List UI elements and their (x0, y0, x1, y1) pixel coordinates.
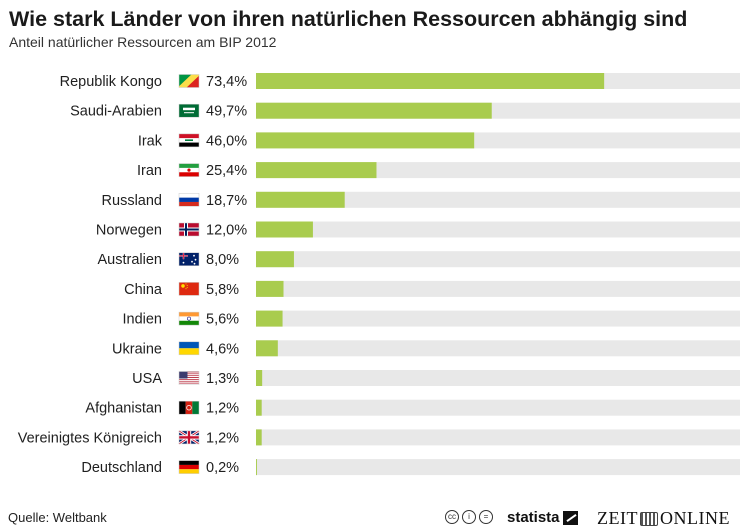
value-label: 18,7% (206, 193, 247, 209)
bar (256, 429, 262, 446)
category-label: Republik Kongo (60, 74, 162, 90)
flag-saudi-arabia-icon (178, 103, 200, 118)
zeit-wordmark: ZEIT (597, 508, 638, 528)
flag-ukraine-icon (178, 341, 200, 356)
bar (256, 162, 377, 179)
bar-track (256, 459, 740, 476)
bar (256, 102, 492, 119)
category-label: Vereinigtes Königreich (18, 430, 162, 446)
bar-track (256, 191, 740, 208)
zeit-eagle-icon (639, 511, 658, 526)
bar (256, 251, 294, 268)
flag-norway-icon (178, 222, 200, 237)
bar-track (256, 310, 740, 327)
license-icons: cc i = (445, 510, 493, 524)
flag-germany-icon (178, 460, 200, 474)
flag-congo-icon (178, 74, 200, 88)
value-label: 1,2% (206, 401, 239, 417)
value-label: 12,0% (206, 223, 247, 239)
category-label: Afghanistan (85, 401, 162, 417)
flag-uk-icon (178, 429, 200, 445)
category-label: China (124, 282, 163, 298)
statista-wordmark: statista (507, 509, 560, 526)
flag-iran-icon (178, 163, 200, 177)
category-label: Irak (138, 133, 163, 149)
bar-track (256, 399, 740, 416)
value-label: 1,3% (206, 371, 239, 387)
category-label: USA (132, 371, 162, 387)
value-label: 46,0% (206, 133, 247, 149)
category-label: Norwegen (96, 223, 162, 239)
flag-usa-icon (178, 371, 200, 385)
source-note: Quelle: Weltbank (8, 510, 107, 525)
bar (256, 370, 263, 386)
value-label: 4,6% (206, 341, 239, 357)
value-label: 49,7% (206, 104, 247, 120)
bar-track (256, 429, 740, 446)
category-label: Iran (137, 163, 162, 179)
value-label: 5,6% (206, 312, 239, 328)
bar-track (256, 162, 740, 179)
bar (256, 132, 475, 149)
statista-logo: statista (507, 509, 578, 526)
bar-track (256, 340, 740, 357)
nd-icon: = (479, 510, 493, 524)
bar (256, 221, 313, 238)
category-label: Indien (122, 312, 162, 328)
statista-mark-icon (562, 510, 578, 525)
flag-iraq-icon (178, 133, 200, 148)
chart-subtitle: Anteil natürlicher Ressourcen am BIP 201… (9, 34, 277, 50)
bar (256, 399, 262, 416)
category-label: Russland (102, 193, 162, 209)
category-label: Australien (98, 252, 162, 268)
flag-india-icon (178, 311, 200, 326)
online-wordmark: ONLINE (659, 508, 730, 528)
bar (256, 73, 605, 89)
bar (256, 191, 345, 208)
flag-afghanistan-icon (178, 400, 200, 415)
flag-australia-icon (178, 252, 200, 266)
value-label: 0,2% (206, 460, 239, 476)
bar (256, 459, 257, 476)
flag-china-icon (178, 282, 200, 296)
category-label: Saudi-Arabien (70, 104, 162, 120)
category-label: Deutschland (81, 460, 162, 476)
value-label: 1,2% (206, 430, 239, 446)
value-label: 25,4% (206, 163, 247, 179)
bar (256, 280, 284, 297)
category-label: Ukraine (112, 341, 162, 357)
bar-track (256, 370, 740, 386)
value-label: 73,4% (206, 74, 247, 90)
value-label: 5,8% (206, 282, 239, 298)
bar (256, 340, 278, 357)
flag-russia-icon (178, 193, 200, 207)
bar-track (256, 251, 740, 268)
bar-track (256, 221, 740, 238)
chart-title: Wie stark Länder von ihren natürlichen R… (9, 7, 688, 31)
cc-icon: cc (445, 510, 459, 524)
bar (256, 310, 283, 327)
value-label: 8,0% (206, 252, 239, 268)
by-icon: i (462, 510, 476, 524)
zeit-online-logo: ZEIT ONLINE (597, 508, 730, 529)
bar-track (256, 280, 740, 297)
